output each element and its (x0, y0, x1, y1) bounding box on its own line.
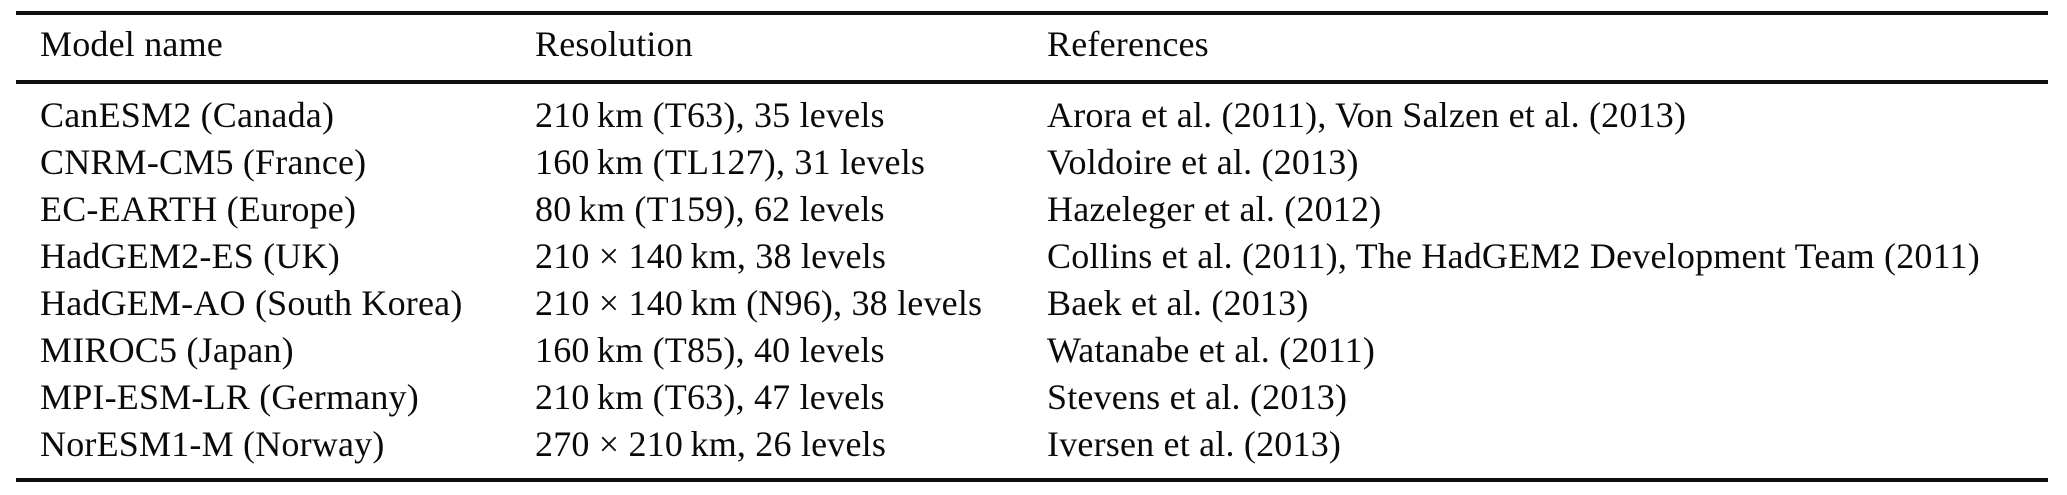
table-header-row: Model name Resolution References (16, 15, 2048, 80)
model-name-cell: CNRM-CM5 (France) (40, 142, 367, 182)
table-row: MIROC5 (Japan) 160 km (T85), 40 levels W… (16, 327, 2048, 374)
model-name-cell: MPI-ESM-LR (Germany) (40, 377, 419, 417)
resolution-cell: 210 km (T63), 35 levels (535, 95, 885, 135)
table-row: EC-EARTH (Europe) 80 km (T159), 62 level… (16, 186, 2048, 233)
references-cell: Hazeleger et al. (2012) (1047, 189, 1382, 229)
references-cell: Watanabe et al. (2011) (1047, 330, 1376, 370)
model-name-cell: NorESM1-M (Norway) (40, 424, 385, 464)
column-header-model-name: Model name (40, 24, 223, 64)
model-name-cell: HadGEM-AO (South Korea) (40, 283, 463, 323)
resolution-cell: 210 × 140 km, 38 levels (535, 236, 887, 276)
table-body: CanESM2 (Canada) 210 km (T63), 35 levels… (16, 84, 2048, 478)
resolution-cell: 210 × 140 km (N96), 38 levels (535, 283, 983, 323)
references-cell: Stevens et al. (2013) (1047, 377, 1348, 417)
model-name-cell: CanESM2 (Canada) (40, 95, 335, 135)
table-row: CNRM-CM5 (France) 160 km (TL127), 31 lev… (16, 139, 2048, 186)
references-cell: Collins et al. (2011), The HadGEM2 Devel… (1047, 236, 1980, 276)
references-cell: Voldoire et al. (2013) (1047, 142, 1359, 182)
resolution-cell: 80 km (T159), 62 levels (535, 189, 885, 229)
references-cell: Baek et al. (2013) (1047, 283, 1309, 323)
header-rule (16, 80, 2048, 84)
resolution-cell: 160 km (T85), 40 levels (535, 330, 885, 370)
resolution-cell: 210 km (T63), 47 levels (535, 377, 885, 417)
resolution-cell: 270 × 210 km, 26 levels (535, 424, 887, 464)
table-row: HadGEM-AO (South Korea) 210 × 140 km (N9… (16, 280, 2048, 327)
bottom-rule (16, 478, 2048, 482)
column-header-references: References (1047, 24, 1209, 64)
table-row: MPI-ESM-LR (Germany) 210 km (T63), 47 le… (16, 374, 2048, 421)
resolution-cell: 160 km (TL127), 31 levels (535, 142, 926, 182)
paper-table: Model name Resolution References CanESM2… (16, 11, 2048, 482)
references-cell: Iversen et al. (2013) (1047, 424, 1342, 464)
table-row: HadGEM2-ES (UK) 210 × 140 km, 38 levels … (16, 233, 2048, 280)
model-name-cell: EC-EARTH (Europe) (40, 189, 357, 229)
top-rule (16, 11, 2048, 15)
references-cell: Arora et al. (2011), Von Salzen et al. (… (1047, 95, 1687, 135)
table-row: CanESM2 (Canada) 210 km (T63), 35 levels… (16, 92, 2048, 139)
model-name-cell: MIROC5 (Japan) (40, 330, 294, 370)
column-header-resolution: Resolution (535, 24, 694, 64)
model-name-cell: HadGEM2-ES (UK) (40, 236, 340, 276)
table-row: NorESM1-M (Norway) 270 × 210 km, 26 leve… (16, 421, 2048, 468)
